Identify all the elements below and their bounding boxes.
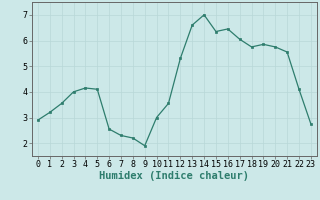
X-axis label: Humidex (Indice chaleur): Humidex (Indice chaleur) [100,171,249,181]
